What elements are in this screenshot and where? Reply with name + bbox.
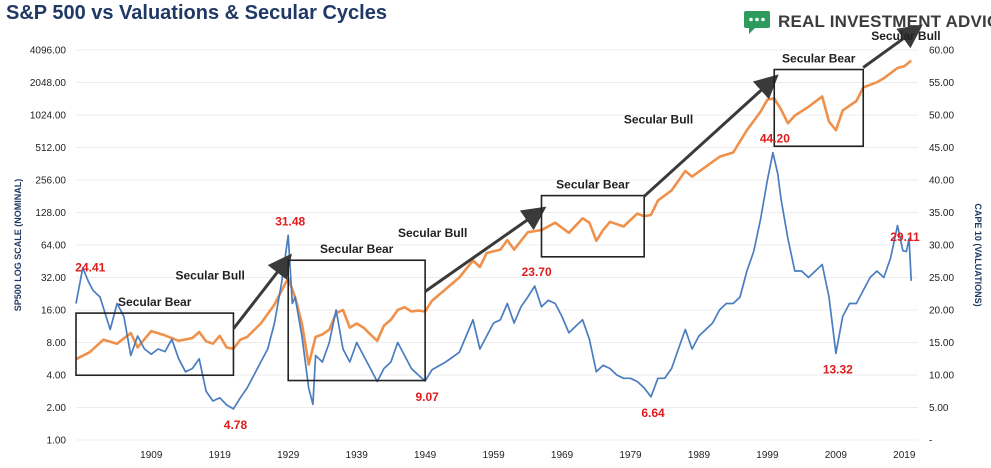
- left-tick-label: 8.00: [47, 338, 67, 349]
- secular-bear-box: [75, 312, 235, 377]
- cape-annotation: 31.48: [275, 214, 305, 228]
- x-tick-label: 1929: [277, 450, 300, 461]
- brand-logo: REAL INVESTMENT ADVICE: [742, 7, 991, 37]
- right-tick-label: 5.00: [929, 403, 949, 414]
- left-tick-label: 1024.00: [30, 111, 67, 122]
- secular-bull-arrow: [424, 206, 547, 293]
- secular-bear-box: [287, 259, 426, 382]
- right-tick-label: 40.00: [929, 176, 954, 187]
- left-tick-label: 512.00: [35, 143, 66, 154]
- x-tick-label: 1939: [346, 450, 369, 461]
- phase-label: Secular Bull: [624, 112, 693, 126]
- left-tick-label: 1.00: [47, 436, 67, 447]
- right-tick-label: 35.00: [929, 208, 954, 219]
- chat-bubble-icon: [744, 11, 770, 34]
- right-tick-label: 30.00: [929, 241, 954, 252]
- phase-label: Secular Bull: [871, 29, 940, 43]
- right-tick-label: 60.00: [929, 46, 954, 57]
- cape-annotation: 24.41: [75, 260, 105, 274]
- right-axis-title: CAPE 10 (VALUATIONS): [973, 203, 983, 306]
- secular-bull-arrow: [643, 74, 779, 198]
- right-tick-label: -: [929, 436, 932, 447]
- right-tick-label: 45.00: [929, 143, 954, 154]
- left-axis-title: SP500 LOG SCALE (NOMINAL): [13, 179, 23, 312]
- x-tick-label: 1919: [209, 450, 232, 461]
- x-tick-label: 1979: [619, 450, 642, 461]
- left-tick-label: 32.00: [41, 273, 66, 284]
- sp500-line: [75, 59, 913, 366]
- cape-annotation: 4.78: [224, 418, 248, 432]
- secular-bear-box: [773, 68, 865, 148]
- phase-label: Secular Bull: [175, 268, 244, 282]
- cape-annotation: 6.64: [641, 406, 665, 420]
- right-tick-label: 25.00: [929, 273, 954, 284]
- right-tick-label: 15.00: [929, 338, 954, 349]
- left-tick-label: 4.00: [47, 371, 67, 382]
- x-tick-label: 1949: [414, 450, 437, 461]
- x-tick-label: 2009: [825, 450, 848, 461]
- x-tick-label: 1989: [688, 450, 711, 461]
- right-tick-label: 50.00: [929, 111, 954, 122]
- left-tick-label: 16.00: [41, 306, 66, 317]
- secular-bull-arrow: [232, 253, 292, 330]
- cape-annotation: 13.32: [823, 362, 853, 376]
- phase-label: Secular Bear: [320, 242, 394, 256]
- phase-label: Secular Bear: [118, 295, 192, 309]
- x-tick-label: 1959: [482, 450, 505, 461]
- cape-annotation: 29.11: [890, 230, 920, 244]
- left-tick-label: 2048.00: [30, 78, 67, 89]
- cape-annotation: 23.70: [522, 265, 552, 279]
- cape-line: [75, 151, 913, 410]
- secular-bear-box: [540, 194, 645, 258]
- phase-label: Secular Bear: [782, 52, 856, 66]
- left-tick-label: 64.00: [41, 241, 66, 252]
- right-tick-label: 10.00: [929, 371, 954, 382]
- brand-name: REAL INVESTMENT ADVICE: [778, 12, 991, 31]
- left-tick-label: 2.00: [47, 403, 67, 414]
- phase-label: Secular Bull: [398, 226, 467, 240]
- right-tick-label: 20.00: [929, 306, 954, 317]
- cape-annotation: 9.07: [415, 390, 439, 404]
- x-tick-label: 1999: [756, 450, 779, 461]
- secular-bull-arrow: [862, 24, 923, 69]
- left-tick-label: 128.00: [35, 208, 66, 219]
- left-tick-label: 256.00: [35, 176, 66, 187]
- right-tick-label: 55.00: [929, 78, 954, 89]
- left-tick-label: 4096.00: [30, 46, 67, 57]
- x-tick-label: 2019: [893, 450, 916, 461]
- cape-annotation: 44.20: [760, 132, 790, 146]
- phase-label: Secular Bear: [556, 178, 630, 192]
- x-tick-label: 1909: [140, 450, 163, 461]
- chart-title: S&P 500 vs Valuations & Secular Cycles: [6, 2, 387, 24]
- x-tick-label: 1969: [551, 450, 574, 461]
